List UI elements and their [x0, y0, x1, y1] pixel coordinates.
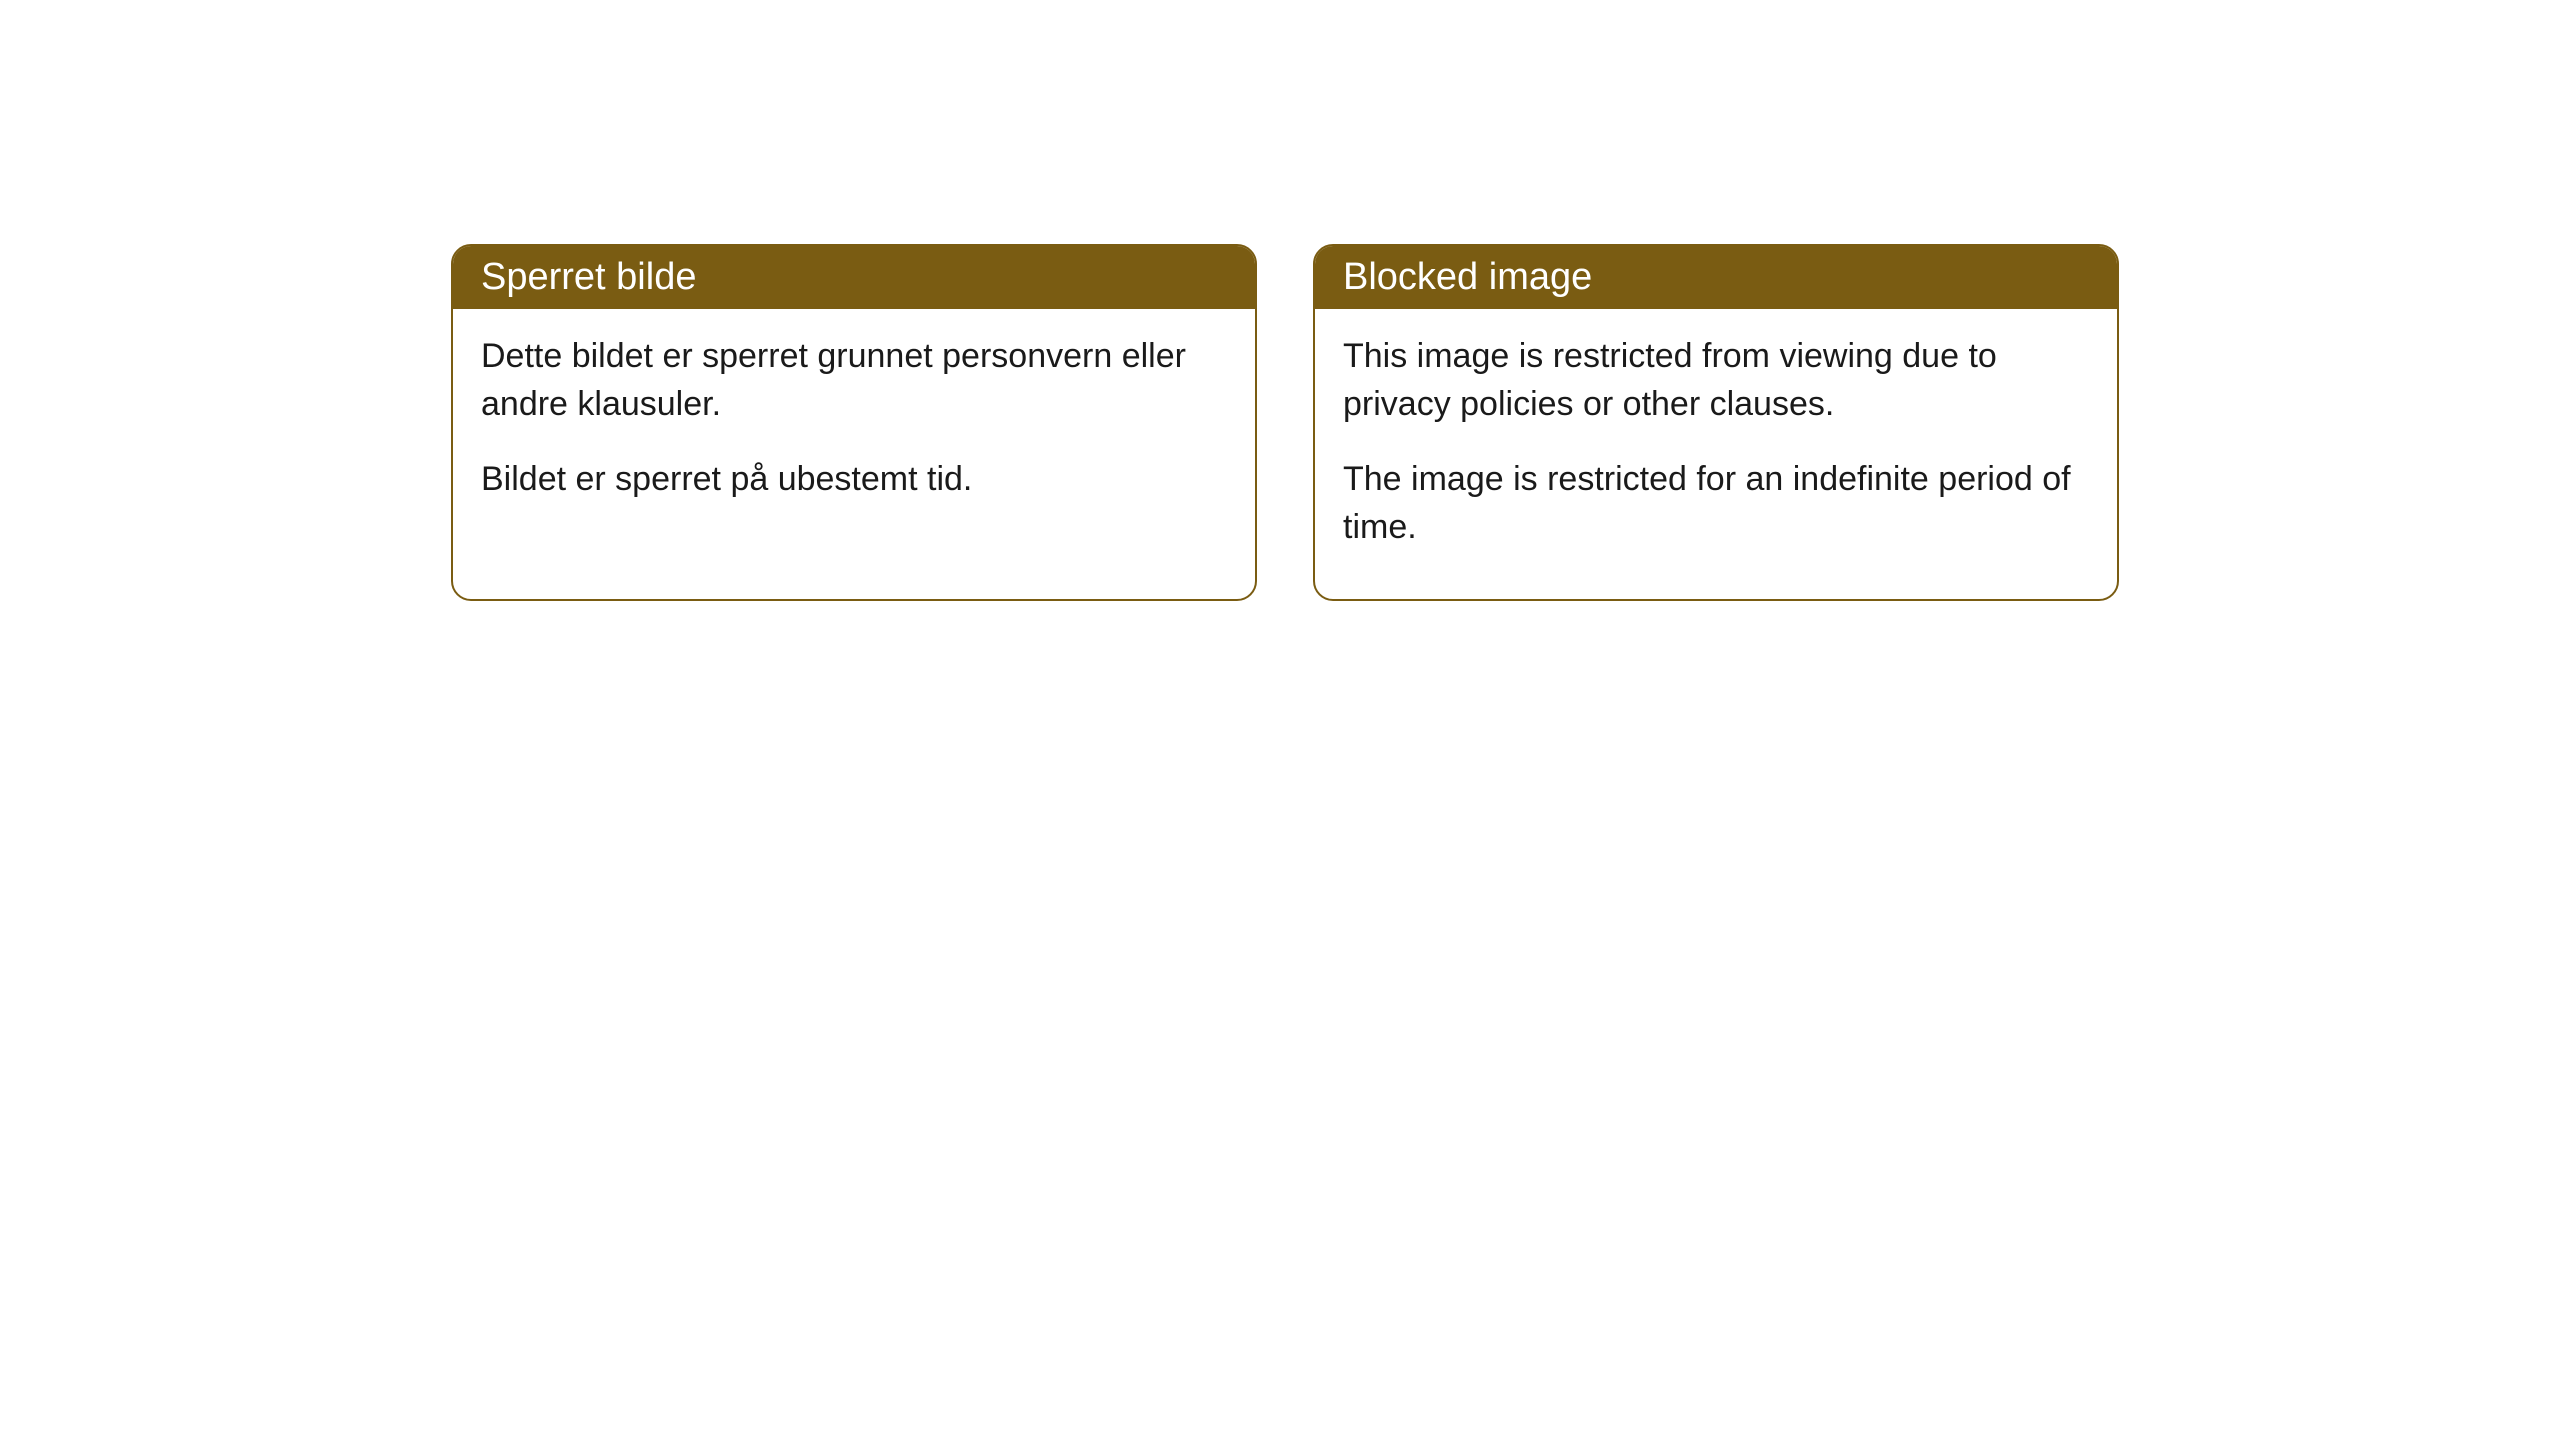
notice-container: Sperret bilde Dette bildet er sperret gr…: [0, 0, 2560, 601]
notice-card-norwegian: Sperret bilde Dette bildet er sperret gr…: [451, 244, 1257, 601]
card-paragraph: Dette bildet er sperret grunnet personve…: [481, 333, 1227, 428]
notice-card-english: Blocked image This image is restricted f…: [1313, 244, 2119, 601]
card-body: This image is restricted from viewing du…: [1315, 309, 2117, 599]
card-header: Blocked image: [1315, 246, 2117, 309]
card-paragraph: Bildet er sperret på ubestemt tid.: [481, 456, 1227, 504]
card-body: Dette bildet er sperret grunnet personve…: [453, 309, 1255, 552]
card-title: Sperret bilde: [481, 256, 696, 298]
card-header: Sperret bilde: [453, 246, 1255, 309]
card-paragraph: This image is restricted from viewing du…: [1343, 333, 2089, 428]
card-paragraph: The image is restricted for an indefinit…: [1343, 456, 2089, 551]
card-title: Blocked image: [1343, 256, 1592, 298]
